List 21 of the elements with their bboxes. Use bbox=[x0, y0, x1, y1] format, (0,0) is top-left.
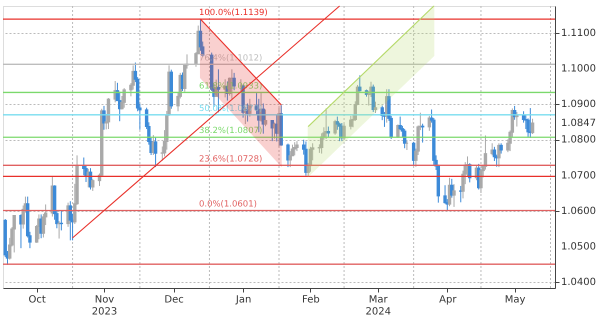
y-tick-label: 1.0500 bbox=[561, 241, 596, 252]
y-tick-label: 1.0847 bbox=[561, 118, 596, 129]
x-tick-label: Mar 2024 bbox=[366, 294, 391, 318]
x-tick-label: Oct bbox=[28, 294, 46, 306]
y-tick-label: 1.1000 bbox=[561, 64, 596, 75]
y-tick-label: 1.0700 bbox=[561, 170, 596, 182]
ref-line-label: 23.6%(1.0728) bbox=[198, 154, 262, 164]
x-tick-label: Feb bbox=[302, 294, 320, 306]
ref-line-label: 38.2%(1.0807) bbox=[198, 126, 262, 136]
ref-line-label: 100.0%(1.1139) bbox=[198, 8, 268, 18]
ref-line-label: 0.0%(1.0601) bbox=[198, 199, 257, 210]
y-tick-label: 1.1100 bbox=[561, 28, 596, 40]
y-tick-label: 1.0800 bbox=[561, 134, 596, 146]
x-tick-label: Nov 2023 bbox=[92, 294, 118, 318]
y-tick-label: 1.0400 bbox=[561, 276, 596, 288]
x-tick-label: May bbox=[504, 294, 526, 306]
y-tick-label: 1.0900 bbox=[561, 99, 596, 110]
y-tick-label: 1.0600 bbox=[561, 206, 596, 217]
x-tick-label: Jan bbox=[234, 294, 252, 306]
x-tick-label: Dec bbox=[164, 294, 184, 306]
x-tick-label: Apr bbox=[439, 294, 458, 306]
